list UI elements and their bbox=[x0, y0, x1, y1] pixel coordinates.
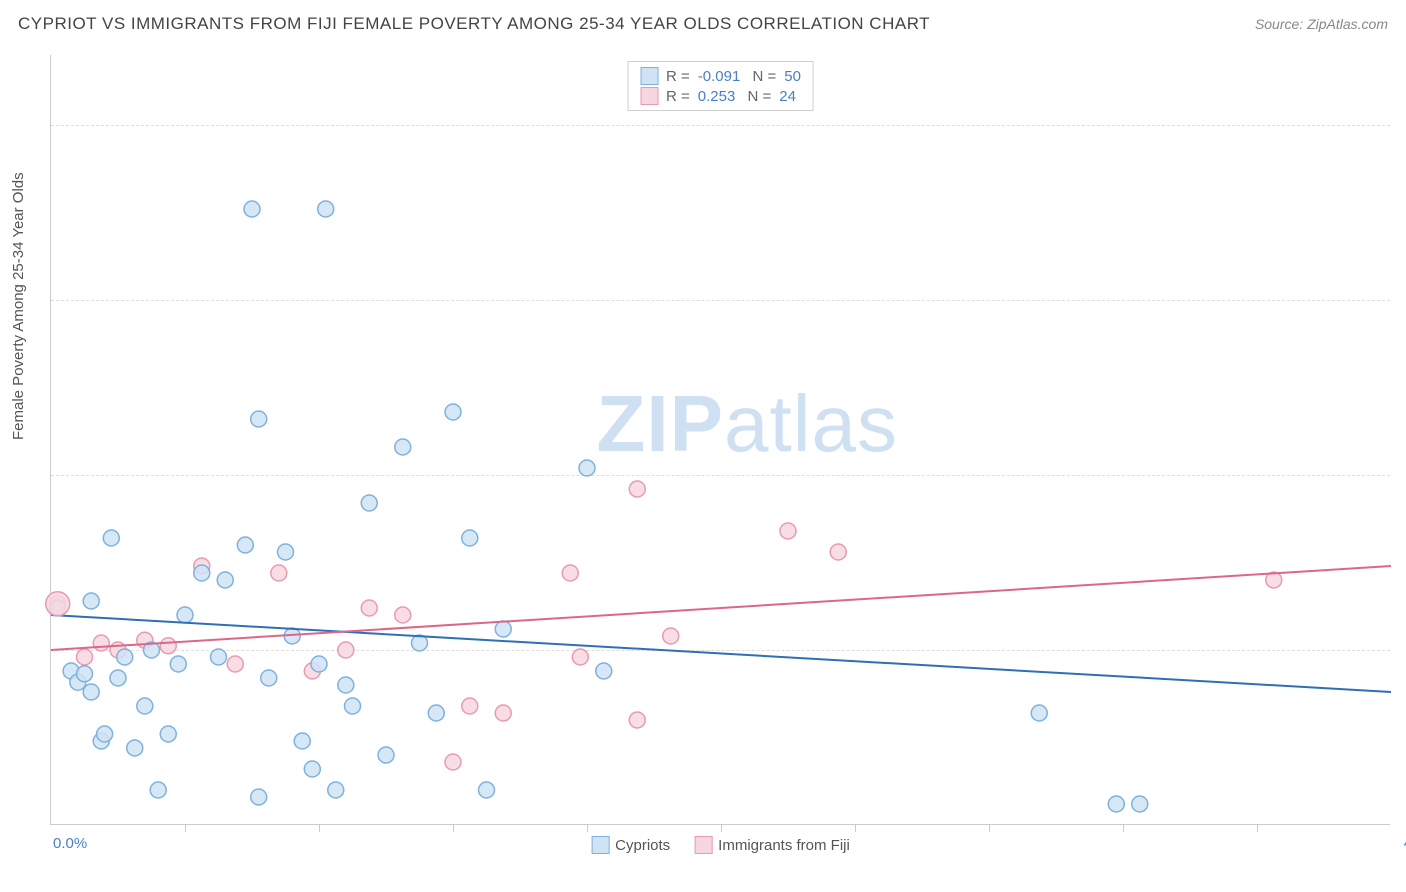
stats-row-cypriots: R = -0.091 N = 50 bbox=[640, 66, 801, 86]
scatter-plot bbox=[51, 55, 1390, 824]
r-value-cypriots: -0.091 bbox=[698, 68, 741, 85]
y-tick-label: 50.0% bbox=[1395, 117, 1406, 134]
y-tick-label: 37.5% bbox=[1395, 292, 1406, 309]
stats-row-fiji: R = 0.253 N = 24 bbox=[640, 86, 801, 106]
legend-swatch-cypriots bbox=[591, 836, 609, 854]
swatch-fiji bbox=[640, 87, 658, 105]
r-value-fiji: 0.253 bbox=[698, 88, 736, 105]
chart-source: Source: ZipAtlas.com bbox=[1255, 16, 1388, 32]
chart-area: ZIPatlas 12.5%25.0%37.5%50.0% R = -0.091… bbox=[50, 55, 1390, 825]
x-tick-mark bbox=[1123, 824, 1124, 832]
legend-label-fiji: Immigrants from Fiji bbox=[718, 837, 850, 854]
legend-item-fiji: Immigrants from Fiji bbox=[694, 836, 850, 854]
x-tick-mark bbox=[721, 824, 722, 832]
swatch-cypriots bbox=[640, 67, 658, 85]
n-value-fiji: 24 bbox=[779, 88, 796, 105]
x-tick-mark bbox=[587, 824, 588, 832]
x-tick-mark bbox=[453, 824, 454, 832]
y-tick-label: 25.0% bbox=[1395, 467, 1406, 484]
series-legend: Cypriots Immigrants from Fiji bbox=[591, 836, 850, 854]
x-axis-min-label: 0.0% bbox=[53, 835, 87, 852]
n-value-cypriots: 50 bbox=[784, 68, 801, 85]
x-tick-mark bbox=[989, 824, 990, 832]
chart-header: CYPRIOT VS IMMIGRANTS FROM FIJI FEMALE P… bbox=[18, 14, 1388, 34]
chart-title: CYPRIOT VS IMMIGRANTS FROM FIJI FEMALE P… bbox=[18, 14, 930, 34]
stats-legend: R = -0.091 N = 50 R = 0.253 N = 24 bbox=[627, 61, 814, 111]
x-tick-mark bbox=[319, 824, 320, 832]
legend-swatch-fiji bbox=[694, 836, 712, 854]
x-tick-mark bbox=[185, 824, 186, 832]
x-axis-max-label: 4.0% bbox=[1390, 835, 1406, 852]
x-tick-mark bbox=[855, 824, 856, 832]
legend-item-cypriots: Cypriots bbox=[591, 836, 670, 854]
y-axis-label: Female Poverty Among 25-34 Year Olds bbox=[10, 172, 27, 440]
x-tick-mark bbox=[1257, 824, 1258, 832]
legend-label-cypriots: Cypriots bbox=[615, 837, 670, 854]
y-tick-label: 12.5% bbox=[1395, 642, 1406, 659]
